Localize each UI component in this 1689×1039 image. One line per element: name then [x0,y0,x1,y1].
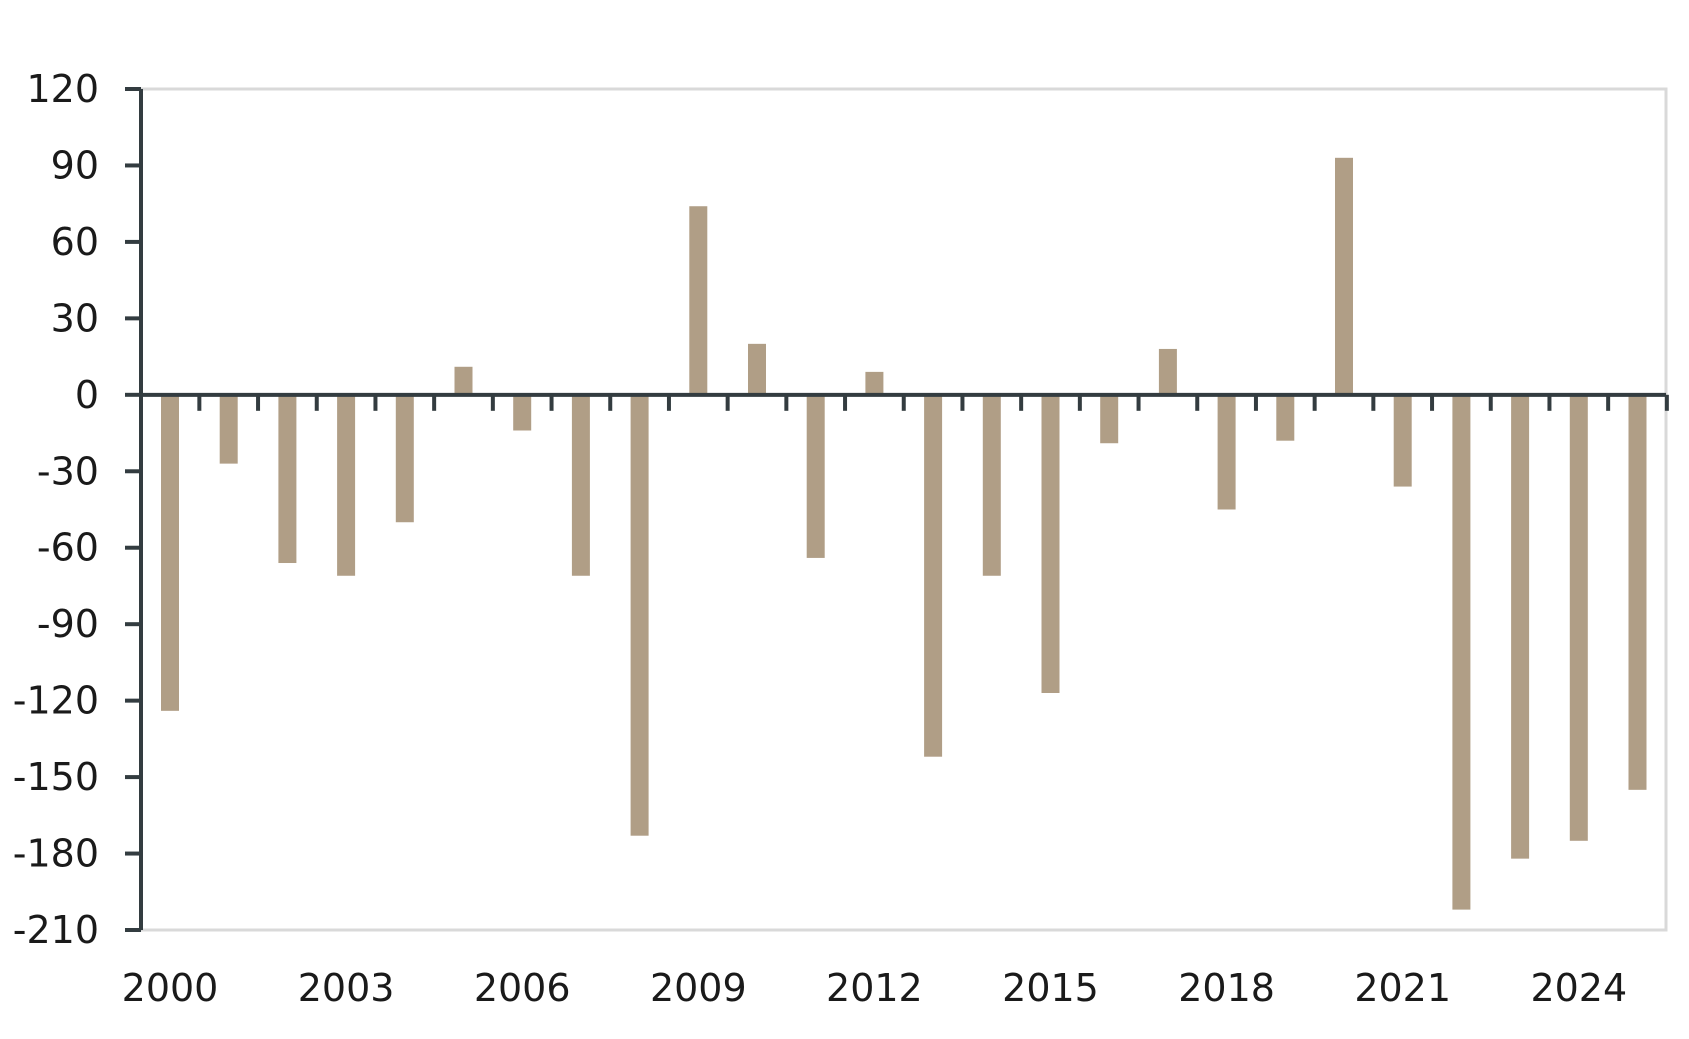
bar-2002 [278,394,297,564]
bar-2009 [689,206,708,395]
bar-2014 [982,394,1001,576]
bar-2023 [1511,394,1530,859]
bar-2000 [161,394,179,711]
x-tick-label: 2012 [826,966,923,1010]
x-tick-label: 2000 [122,966,219,1010]
y-tick-label: -30 [37,449,99,493]
y-tick-label: 90 [51,143,99,187]
bars-group [161,157,1647,910]
x-tick-label: 2015 [1002,966,1099,1010]
y-tick-label: 0 [75,373,99,417]
x-tick-label: 2009 [650,966,747,1010]
bar-2024 [1569,394,1588,841]
y-tick-label: -90 [37,602,99,646]
axes-group [125,87,1669,932]
y-tick-label: 120 [26,67,99,111]
bar-2019 [1276,394,1295,441]
bar-2008 [630,394,649,836]
y-tick-label: 60 [51,220,99,264]
plot-border [139,87,1668,932]
x-tick-labels: 2000 2003 2006 2009 2012 2015 2018 2021 2024 [122,966,1628,1010]
y-tick-label: -120 [13,679,99,723]
bar-2007 [571,394,590,576]
y-tick-label: -180 [13,832,99,876]
bar-2021 [1393,394,1412,487]
bar-2020 [1335,157,1353,395]
plot-frame [139,87,1668,932]
x-tick-label: 2006 [474,966,571,1010]
bar-2011 [806,394,825,558]
x-tick-label: 2003 [298,966,395,1010]
bar-2013 [924,394,943,757]
y-tick-labels: 120 90 60 30 0 -30 -60 -90 -120 -150 -180 -210 [13,67,99,952]
bar-2015 [1041,394,1060,693]
bar-2010 [748,343,766,395]
x-tick-label: 2018 [1178,966,1275,1010]
bar-2003 [337,394,356,576]
y-tick-label: 30 [51,296,99,340]
bar-2001 [219,394,238,464]
bar-2012 [865,371,884,395]
bar-2025 [1628,394,1647,790]
bar-2005 [454,366,473,395]
bar-2017 [1158,348,1177,395]
bar-2018 [1217,394,1236,510]
y-tick-label: -60 [37,526,99,570]
y-tick-label: -210 [13,908,99,952]
bar-2016 [1100,394,1119,444]
bar-2006 [513,394,532,431]
bar-2004 [395,394,414,523]
y-tick-label: -150 [13,755,99,799]
bar-2022 [1452,394,1471,910]
x-tick-label: 2024 [1530,966,1627,1010]
x-tick-label: 2021 [1354,966,1451,1010]
